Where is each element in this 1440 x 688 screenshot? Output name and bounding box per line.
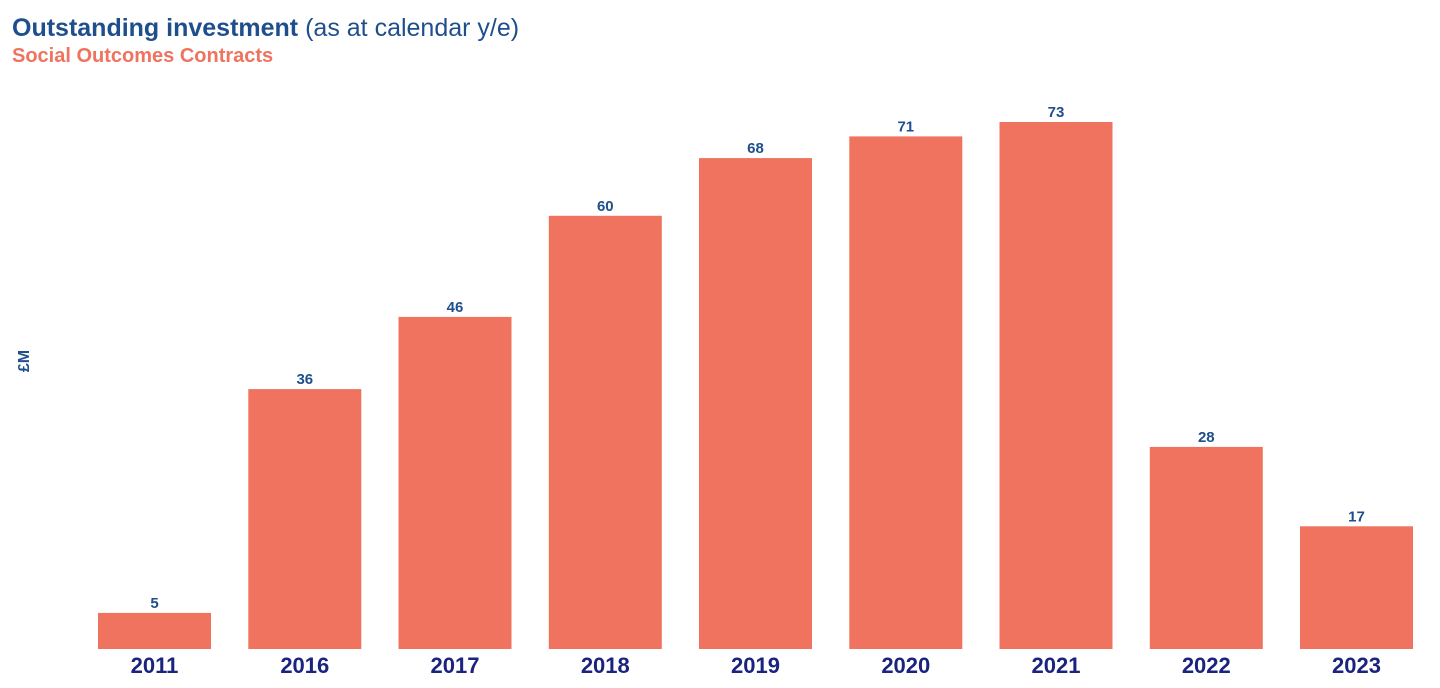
value-label-2017: 46	[447, 299, 464, 316]
x-tick-label-2011: 2011	[131, 653, 179, 678]
x-tick-label-2021: 2021	[1032, 653, 1081, 678]
chart-title: Outstanding investment (as at calendar y…	[12, 12, 519, 44]
bar-2011	[98, 612, 211, 649]
value-label-2019: 68	[747, 140, 764, 157]
x-tick-label-2017: 2017	[431, 653, 480, 678]
value-label-2016: 36	[296, 371, 313, 388]
bar-2020	[849, 136, 963, 649]
x-tick-label-2018: 2018	[581, 653, 630, 678]
bar-2021	[999, 122, 1113, 649]
value-label-2011: 5	[150, 595, 158, 612]
x-tick-label-2020: 2020	[881, 653, 930, 678]
bar-2016	[248, 389, 362, 649]
value-label-2022: 28	[1198, 429, 1215, 446]
bar-2018	[548, 215, 662, 650]
bar-2022	[1149, 446, 1263, 649]
value-label-2020: 71	[897, 118, 914, 135]
x-tick-label-2022: 2022	[1182, 653, 1231, 678]
value-label-2018: 60	[597, 198, 614, 215]
chart-title-main: Outstanding investment	[12, 14, 299, 42]
bar-2023	[1300, 526, 1413, 649]
chart-subtitle: Social Outcomes Contracts	[12, 45, 274, 67]
value-label-2023: 17	[1348, 508, 1365, 525]
x-tick-label-2016: 2016	[280, 653, 329, 678]
chart-title-qualifier: (as at calendar y/e)	[305, 14, 520, 42]
bar-2019	[699, 158, 812, 649]
value-label-2021: 73	[1048, 104, 1065, 121]
bar-2017	[398, 316, 512, 649]
x-tick-label-2019: 2019	[731, 653, 780, 678]
x-tick-label-2023: 2023	[1332, 653, 1381, 678]
